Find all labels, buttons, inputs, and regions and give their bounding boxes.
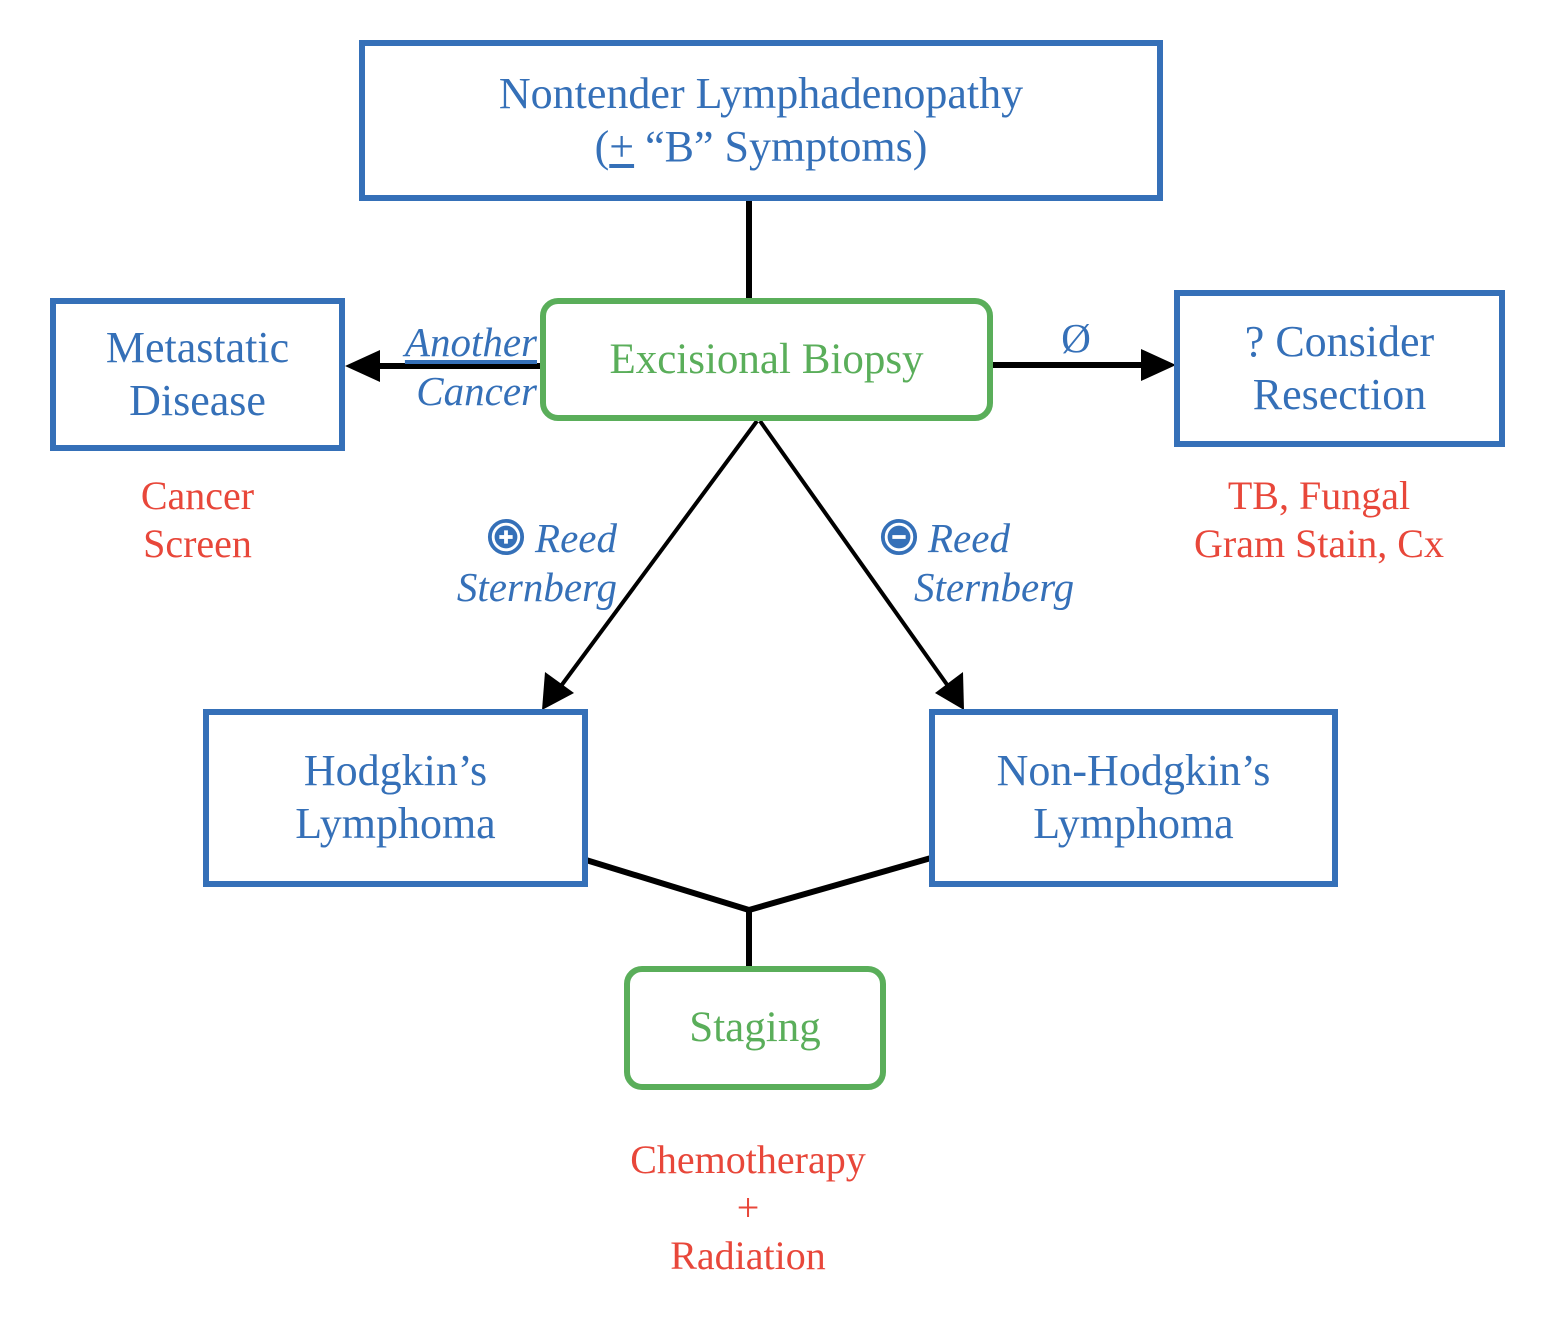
edge-label-null: Ø — [1046, 314, 1106, 363]
b-symptoms-text: “B” Symptoms) — [634, 121, 928, 171]
negative-rs-line2: Sternberg — [914, 564, 1075, 611]
note-treatment: Chemotherapy + Radiation — [570, 1136, 926, 1280]
edge-label-positive-reed-sternberg: Reed Sternberg — [372, 514, 617, 612]
non-hodgkins-lymphoma-box: Non-Hodgkin’s Lymphoma — [929, 709, 1338, 887]
metastatic-line1: Metastatic — [105, 322, 290, 372]
hodgkin-line2: Lymphoma — [295, 799, 496, 848]
note-cancer-screen: Cancer Screen — [60, 472, 335, 568]
hodgkin-line1: Hodgkin’s — [303, 746, 488, 796]
treatment-line1: Chemotherapy — [630, 1137, 866, 1182]
metastatic-line2: Disease — [129, 375, 266, 425]
negative-rs-line1: Reed — [880, 514, 1130, 563]
another-cancer-line1: Another — [404, 319, 537, 365]
tb-fungal-line1: TB, Fungal — [1227, 473, 1411, 518]
note-tb-fungal: TB, Fungal Gram Stain, Cx — [1140, 472, 1498, 568]
edge-label-negative-reed-sternberg: Reed Sternberg — [880, 514, 1130, 612]
arrow-biopsy-to-nonhodgkin — [758, 419, 950, 688]
excisional-biopsy-box: Excisional Biopsy — [540, 298, 993, 421]
cancer-screen-line2: Screen — [143, 521, 252, 566]
arrowhead-nonhodgkin — [935, 672, 964, 710]
resection-line2: Resection — [1252, 369, 1427, 419]
nonhodgkin-line2: Lymphoma — [1033, 799, 1234, 848]
nontender-lymphadenopathy-box: Nontender Lymphadenopathy (+ “B” Symptom… — [359, 40, 1163, 201]
arrowhead-metastatic — [345, 350, 380, 382]
nonhodgkin-line1: Non-Hodgkin’s — [996, 746, 1271, 796]
resection-line1: ? Consider — [1244, 316, 1435, 366]
null-symbol: Ø — [1061, 315, 1091, 361]
minus-circle-icon — [880, 518, 918, 556]
positive-rs-line2: Sternberg — [456, 564, 617, 611]
consider-resection-box: ? Consider Resection — [1174, 290, 1505, 447]
open-paren: ( — [594, 121, 610, 171]
hodgkins-lymphoma-box: Hodgkin’s Lymphoma — [203, 709, 588, 887]
positive-rs-reed: Reed — [535, 515, 617, 561]
treatment-line2: + — [736, 1185, 760, 1230]
tb-fungal-line2: Gram Stain, Cx — [1194, 521, 1444, 566]
connector-hodgkin-to-junction — [585, 857, 750, 913]
positive-rs-line1: Reed — [372, 514, 617, 563]
arrowhead-hodgkin — [542, 672, 574, 710]
cancer-screen-line1: Cancer — [140, 473, 255, 518]
staging-label: Staging — [689, 1004, 821, 1052]
arrow-biopsy-to-hodgkin — [559, 419, 759, 688]
top-box-line2: (+ “B” Symptoms) — [595, 121, 928, 174]
another-cancer-line2: Cancer — [416, 368, 537, 415]
treatment-line3: Radiation — [670, 1233, 826, 1278]
metastatic-disease-box: Metastatic Disease — [50, 298, 345, 451]
plus-circle-icon — [487, 518, 525, 556]
plus-minus-symbol: + — [609, 121, 635, 171]
top-box-line1: Nontender Lymphadenopathy — [498, 68, 1024, 118]
connector-nonhodgkin-to-junction — [748, 855, 932, 913]
negative-rs-reed: Reed — [928, 515, 1010, 561]
edge-label-another-cancer: Another Cancer — [372, 318, 537, 416]
excisional-biopsy-label: Excisional Biopsy — [609, 335, 924, 383]
arrowhead-resection — [1141, 349, 1176, 381]
staging-box: Staging — [624, 966, 886, 1090]
